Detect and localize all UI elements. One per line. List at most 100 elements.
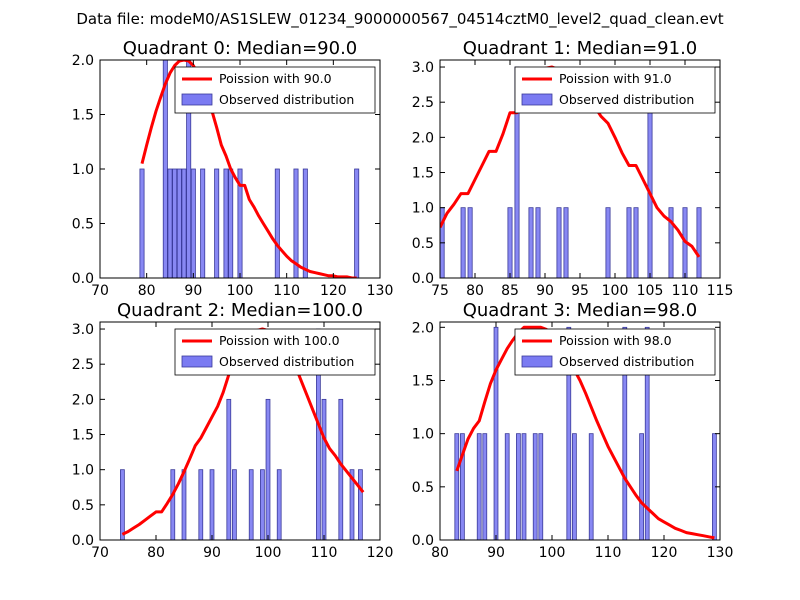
y-tick-label: 0.5 xyxy=(72,217,94,233)
histogram-bar xyxy=(622,326,628,540)
y-tick-label: 0.0 xyxy=(412,271,434,287)
y-tick-label: 1.5 xyxy=(72,428,94,444)
legend-bar-label: Observed distribution xyxy=(559,92,694,107)
poisson-curve xyxy=(140,60,357,278)
y-tick-label: 1.5 xyxy=(72,108,94,124)
x-tick-label: 120 xyxy=(367,545,394,561)
subplot-quadrant-1: 75 80 85 90 95 100 105 110 115 0.0 0.5 1.0 1.5 2.0 2.5… xyxy=(412,38,734,299)
y-tick-label: 3.0 xyxy=(412,60,434,76)
legend-line-label: Poission with 90.0 xyxy=(219,71,332,86)
histogram-bar xyxy=(181,168,187,278)
histogram-bar xyxy=(467,207,473,278)
histogram-bar xyxy=(265,398,271,540)
y-tick-label: 1.0 xyxy=(72,162,94,178)
subplot-title: Quadrant 3: Median=98.0 xyxy=(463,300,698,321)
histogram-bar xyxy=(260,469,265,540)
legend-bar-label: Observed distribution xyxy=(559,354,694,369)
histogram-bar xyxy=(588,433,594,540)
histogram-bar xyxy=(162,60,168,278)
y-tick-label: 3.0 xyxy=(72,322,94,338)
y-tick-label: 0.5 xyxy=(72,498,94,514)
histogram-bar xyxy=(120,469,125,540)
histogram-bar xyxy=(200,168,206,278)
x-tick-label: 115 xyxy=(707,283,734,299)
histogram-bar xyxy=(538,433,544,540)
legend-bar-swatch xyxy=(521,93,553,106)
y-tick-label: 1.0 xyxy=(412,427,434,443)
histogram-bar xyxy=(198,469,204,540)
legend-line-label: Poission with 91.0 xyxy=(559,71,672,86)
histogram-bar xyxy=(190,168,196,278)
legend-bar-swatch xyxy=(521,355,553,368)
x-tick-label: 90 xyxy=(184,283,202,299)
axes-frame xyxy=(99,321,381,541)
histogram-bar xyxy=(237,168,243,278)
legend-bar-swatch xyxy=(181,355,213,368)
y-tick-label: 0.5 xyxy=(412,480,434,496)
histogram-bar xyxy=(626,207,632,278)
legend-line-label: Poission with 98.0 xyxy=(559,333,672,348)
histogram-bar xyxy=(214,168,220,278)
y-tick-label: 1.5 xyxy=(412,373,434,389)
histogram-bar xyxy=(226,398,232,540)
y-tick-label: 0.5 xyxy=(412,236,434,252)
x-tick-label: 90 xyxy=(203,545,221,561)
subplot-title: Quadrant 2: Median=100.0 xyxy=(117,300,363,321)
histogram-bar xyxy=(349,469,355,540)
histogram-bar xyxy=(633,207,639,278)
histogram-bars xyxy=(454,326,717,540)
y-tick-label: 0.0 xyxy=(72,271,94,287)
histogram-bar xyxy=(521,433,527,540)
histogram-bar xyxy=(338,398,344,540)
histogram-bar xyxy=(507,207,513,278)
y-tick-label: 1.5 xyxy=(412,166,434,182)
histogram-bar xyxy=(248,469,254,540)
subplot-title: Quadrant 1: Median=91.0 xyxy=(463,38,698,59)
histogram-bar xyxy=(516,433,521,540)
histogram-bar xyxy=(176,168,182,278)
histogram-bar xyxy=(321,398,327,540)
histogram-bar xyxy=(493,326,499,540)
y-tick-label: 2.5 xyxy=(412,95,434,111)
poisson-curve xyxy=(455,325,715,540)
x-tick-label: 80 xyxy=(138,283,156,299)
histogram-bars xyxy=(120,328,363,540)
x-tick-label: 100 xyxy=(255,545,282,561)
y-tick-label: 1.0 xyxy=(72,463,94,479)
x-tick-label: 130 xyxy=(707,545,734,561)
x-tick-label: 110 xyxy=(595,545,622,561)
histogram-bar xyxy=(528,207,534,278)
histogram-bar xyxy=(358,469,363,540)
y-tick-label: 2.0 xyxy=(72,392,94,408)
histogram-bar xyxy=(276,469,282,540)
subplot-quadrant-2: 70 80 90 100 110 120 0.0 0.5 1.0 1.5 2.0 2.5 3.0 Quad… xyxy=(72,300,394,561)
y-tick-label: 0.0 xyxy=(72,533,94,549)
x-tick-label: 100 xyxy=(227,283,254,299)
histogram-bar xyxy=(186,60,192,278)
histogram-bar xyxy=(167,168,173,278)
legend: Poission with 100.0 Observed distribution xyxy=(174,328,376,376)
histogram-bar xyxy=(696,207,702,278)
histogram-bar xyxy=(476,433,482,540)
histogram-bar xyxy=(482,433,488,540)
histogram-bar xyxy=(181,469,187,540)
histogram-bars xyxy=(139,60,360,278)
histogram-bar xyxy=(639,433,644,540)
histogram-bar xyxy=(535,207,541,278)
y-tick-label: 1.0 xyxy=(412,201,434,217)
legend: Poission with 98.0 Observed distribution xyxy=(514,328,716,376)
histogram-bar xyxy=(644,326,650,540)
x-tick-label: 80 xyxy=(466,283,484,299)
axes-frame xyxy=(439,321,721,541)
histogram-bar xyxy=(532,433,538,540)
histogram-bar xyxy=(504,433,510,540)
x-tick-label: 90 xyxy=(487,545,505,561)
histogram-bar xyxy=(302,168,308,278)
histogram-bar xyxy=(223,168,229,278)
subplot-title: Quadrant 0: Median=90.0 xyxy=(123,38,358,59)
x-tick-label: 70 xyxy=(91,545,109,561)
histogram-bar xyxy=(556,207,562,278)
legend-bar-swatch xyxy=(181,93,213,106)
figure-suptitle: Data file: modeM0/AS1SLEW_01234_90000005… xyxy=(76,10,723,29)
histogram-bar xyxy=(139,168,145,278)
